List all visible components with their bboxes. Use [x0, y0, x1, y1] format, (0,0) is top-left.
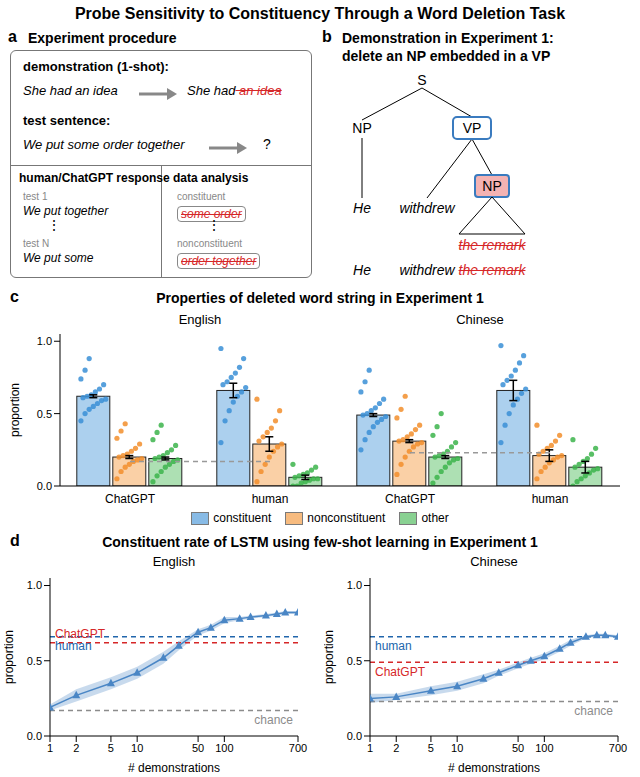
html-text:VP: VP	[462, 120, 482, 136]
svg-text:ChatGPT: ChatGPT	[55, 627, 106, 641]
html-text:nonconstituent: nonconstituent	[177, 238, 243, 249]
svg-text:human: human	[252, 492, 289, 506]
html-text:human/ChatGPT response: human/ChatGPT response	[19, 171, 170, 185]
html-text:Constituent rate of LSTM using: Constituent rate of LSTM using few-shot …	[102, 534, 538, 550]
svg-text:10: 10	[451, 742, 463, 754]
html-text:Experiment procedure: Experiment procedure	[28, 30, 177, 46]
html-text:b: b	[322, 28, 332, 45]
html-text:We put together: We put together	[23, 204, 109, 218]
html-text:constituent: constituent	[213, 511, 272, 525]
html-text:He: He	[353, 262, 371, 278]
html-text:nonconstituent: nonconstituent	[307, 511, 386, 525]
svg-text:# demonstrations: # demonstrations	[128, 761, 220, 772]
svg-text:2: 2	[73, 742, 79, 754]
svg-text:1: 1	[367, 742, 373, 754]
html-text:data analysis: data analysis	[173, 171, 249, 185]
html-text:NP: NP	[352, 120, 372, 136]
html-text:other: other	[421, 511, 449, 525]
svg-text:10: 10	[131, 742, 143, 754]
svg-text:0.0: 0.0	[37, 480, 52, 492]
html-text:He: He	[353, 200, 371, 216]
svg-text:proportion: proportion	[10, 383, 22, 437]
svg-text:chance: chance	[254, 713, 293, 727]
html-text:Chinese: Chinese	[470, 554, 518, 569]
svg-text:ChatGPT: ChatGPT	[105, 492, 156, 506]
svg-text:proportion: proportion	[324, 630, 336, 684]
svg-text:proportion: proportion	[8, 630, 16, 684]
html-text:a: a	[8, 28, 17, 45]
svg-text:human: human	[375, 639, 412, 653]
html-text:Chinese: Chinese	[456, 312, 504, 327]
svg-text:100: 100	[535, 742, 553, 754]
html-text:delete an NP embedded in a VP: delete an NP embedded in a VP	[342, 48, 551, 64]
html-text:demonstration (1-shot):: demonstration (1-shot):	[23, 59, 169, 74]
svg-text:0.5: 0.5	[37, 408, 52, 420]
svg-text:50: 50	[192, 742, 204, 754]
html-text:Properties of deleted word str: Properties of deleted word string in Exp…	[156, 290, 484, 306]
html-text:withdrew: withdrew	[399, 200, 455, 216]
svg-text:ChatGPT: ChatGPT	[385, 492, 436, 506]
svg-text:0.0: 0.0	[27, 730, 42, 742]
html-text:test sentence:: test sentence:	[23, 113, 111, 128]
svg-text:1: 1	[47, 742, 53, 754]
svg-text:100: 100	[215, 742, 233, 754]
html-text:d: d	[10, 532, 20, 549]
svg-text:human: human	[532, 492, 569, 506]
svg-text:2: 2	[393, 742, 399, 754]
svg-text:1.0: 1.0	[27, 579, 42, 591]
html-text:She had an idea: She had an idea	[23, 83, 118, 98]
svg-text:chance: chance	[574, 704, 613, 718]
html-text:some order: some order	[181, 207, 242, 221]
svg-text:0.5: 0.5	[347, 655, 362, 667]
html-text:S: S	[417, 72, 427, 88]
html-text:order together: order together	[181, 254, 257, 268]
html-text:English: English	[152, 554, 196, 569]
svg-text:5: 5	[108, 742, 114, 754]
html-text:test 1: test 1	[23, 191, 48, 202]
svg-text:700: 700	[289, 742, 307, 754]
svg-text:0.5: 0.5	[27, 655, 42, 667]
html-text:Probe Sensitivity to Constitue: Probe Sensitivity to Constituency Throug…	[74, 5, 566, 22]
svg-text:5: 5	[428, 742, 434, 754]
html-text:withdrew the remark: withdrew the remark	[399, 262, 526, 278]
html-text:English: English	[178, 312, 222, 327]
html-text:NP: NP	[482, 178, 502, 194]
html-text:constituent: constituent	[177, 191, 226, 202]
html-text:We put some: We put some	[23, 251, 94, 265]
svg-text:human: human	[55, 639, 92, 653]
svg-text:50: 50	[512, 742, 524, 754]
svg-text:1.0: 1.0	[37, 335, 52, 347]
html-text:c: c	[10, 288, 19, 305]
svg-text:1.0: 1.0	[347, 579, 362, 591]
html-text:We put some order together: We put some order together	[23, 137, 185, 152]
svg-text:ChatGPT: ChatGPT	[375, 665, 426, 679]
html-text:Demonstration in Experiment 1:: Demonstration in Experiment 1:	[342, 30, 554, 46]
html-text:She had an idea: She had an idea	[187, 83, 282, 98]
svg-text:700: 700	[609, 742, 627, 754]
svg-text:# demonstrations: # demonstrations	[448, 761, 540, 772]
html-text:the remark: the remark	[458, 237, 526, 253]
html-text:test N: test N	[23, 238, 50, 249]
svg-text:0.0: 0.0	[347, 730, 362, 742]
